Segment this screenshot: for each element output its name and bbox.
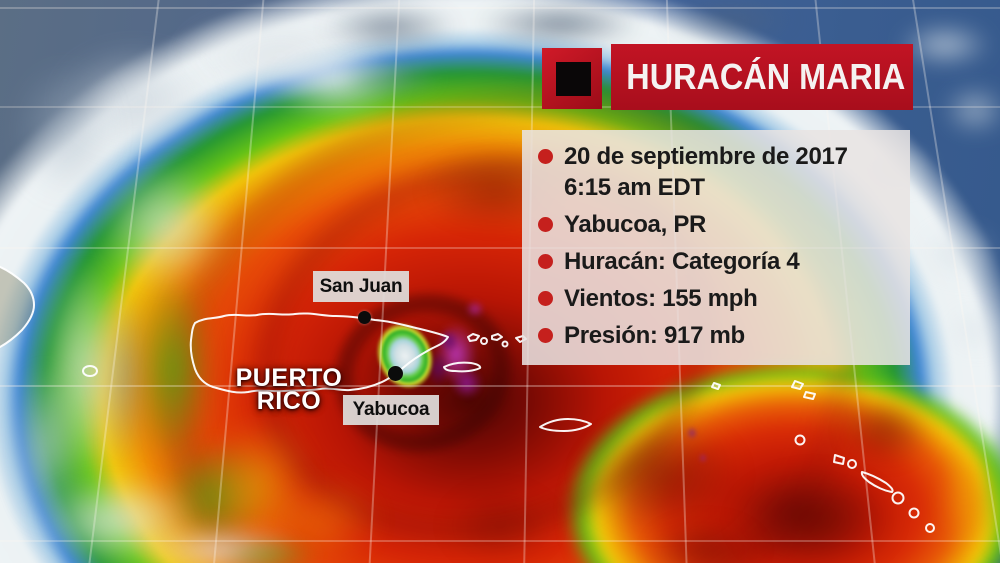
cloud-blob [0, 40, 130, 220]
city-label-text: Yabucoa [352, 399, 430, 420]
city-label-san-juan: San Juan [313, 271, 409, 302]
coastline-hispaniola [0, 265, 35, 349]
coastline-islet [833, 454, 845, 465]
ir-blob [420, 470, 580, 563]
title-banner: HURACÁN MARIA [611, 44, 913, 110]
cloud-blob [640, 0, 820, 40]
latitude-line [0, 7, 1000, 9]
coastline-islet [501, 340, 509, 348]
ir-blob [200, 530, 340, 563]
ir-blob [700, 450, 930, 563]
coastline-islet [925, 523, 935, 533]
yabucoa-marker-dot [388, 366, 403, 381]
region-label-puerto-rico: PUERTO RICO [213, 364, 365, 415]
ir-blob [930, 430, 1000, 563]
info-row-date: 20 de septiembre de 2017 6:15 am EDT [538, 141, 898, 203]
coastline-islet [711, 382, 721, 390]
info-row-pressure: Presión: 917 mb [538, 320, 898, 351]
info-date-line2: 6:15 am EDT [564, 174, 705, 201]
bullet-icon [538, 291, 553, 306]
ir-purple-blob [463, 298, 487, 320]
cloud-blob [930, 75, 1000, 145]
coastline-islet [803, 391, 816, 400]
info-row-winds: Vientos: 155 mph [538, 283, 898, 314]
info-location-text: Yabucoa, PR [564, 211, 707, 238]
coastline-islet [847, 459, 857, 469]
ir-purple-blob [698, 452, 708, 464]
info-date-line1: 20 de septiembre de 2017 [564, 143, 848, 170]
latitude-line [0, 247, 1000, 249]
coastline-islet [794, 434, 806, 446]
info-pressure-text: Presión: 917 mb [564, 322, 745, 349]
coastline-st-croix [539, 418, 592, 432]
cloud-blob [320, 55, 460, 100]
city-label-yabucoa: Yabucoa [343, 395, 439, 425]
coastline-st-kitts [860, 471, 894, 493]
info-row-category: Huracán: Categoría 4 [538, 246, 898, 277]
ir-purple-blob [685, 425, 699, 441]
latitude-line [0, 106, 1000, 108]
black-square-logo-icon [556, 62, 591, 96]
cloud-blob [450, 0, 670, 48]
coastline-islet [480, 337, 488, 345]
coastline-islet [908, 507, 920, 519]
info-row-location: Yabucoa, PR [538, 209, 898, 240]
bullet-icon [538, 254, 553, 269]
bullet-icon [538, 328, 553, 343]
latitude-line [0, 540, 1000, 542]
latitude-line [0, 385, 1000, 387]
coastline-islet [467, 333, 480, 342]
cloud-blob [935, 300, 1000, 360]
coastline-vieques [443, 361, 482, 373]
coastline-nevis [891, 491, 905, 505]
info-winds-text: Vientos: 155 mph [564, 285, 758, 312]
hurricane-ir-southeast-layer [560, 330, 1000, 563]
san-juan-marker-dot [358, 311, 371, 324]
coastline-mona [82, 365, 98, 377]
bullet-icon [538, 149, 553, 164]
info-category-text: Huracán: Categoría 4 [564, 248, 800, 275]
coastline-islet [791, 380, 804, 390]
region-label-line1: PUERTO [235, 364, 343, 392]
coastline-puerto-rico [189, 312, 449, 394]
channel-logo [542, 48, 602, 109]
city-label-text: San Juan [319, 275, 403, 297]
coastline-islet [491, 333, 503, 341]
ir-purple-blob [446, 362, 488, 404]
cloud-blob [300, 0, 480, 55]
title-banner-text: HURACÁN MARIA [626, 56, 906, 97]
cloud-blob [905, 215, 1000, 290]
bullet-icon [538, 217, 553, 232]
region-label-line2: RICO [256, 387, 322, 415]
storm-info-panel: 20 de septiembre de 2017 6:15 am EDT Yab… [522, 130, 910, 365]
